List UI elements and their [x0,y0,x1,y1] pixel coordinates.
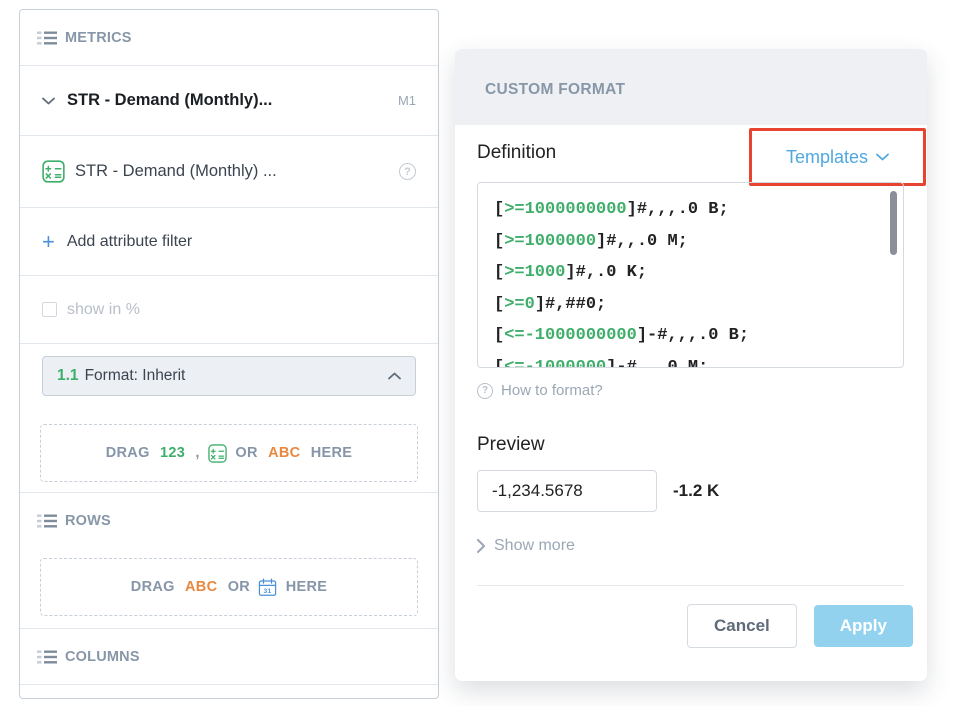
svg-text:31: 31 [264,588,272,595]
